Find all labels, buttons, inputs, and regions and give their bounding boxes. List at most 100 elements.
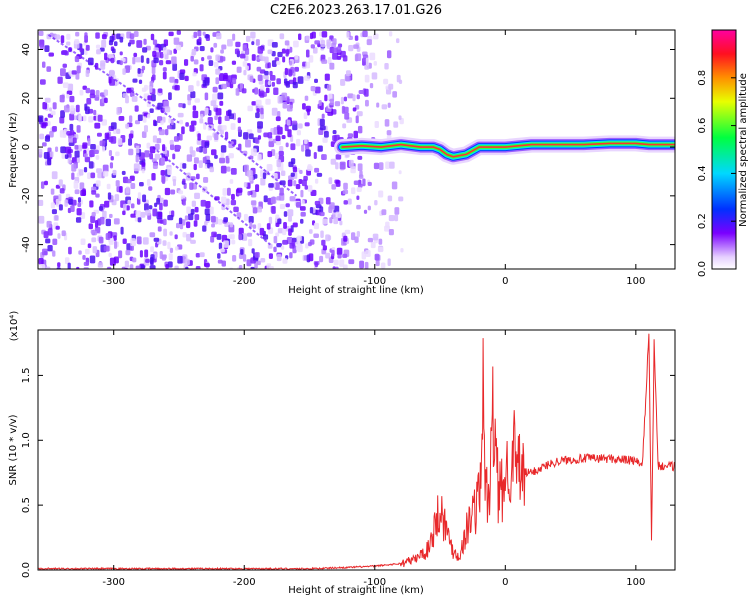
spectrogram-cell: [190, 208, 195, 215]
spectrogram-cell: [146, 57, 150, 64]
spectrogram-cell: [174, 265, 179, 269]
spectrogram-cell: [162, 67, 167, 72]
spectrogram-cell: [248, 133, 254, 140]
spectrogram-cell: [114, 194, 120, 202]
spectrogram-cell: [267, 164, 273, 172]
spectrogram-cell: [325, 234, 331, 242]
spectrogram-cell: [279, 203, 286, 210]
spectrogram-cell: [256, 108, 260, 113]
y-tick-label: 20: [21, 92, 32, 105]
spectrogram-cell: [282, 102, 288, 109]
spectrogram-cell: [267, 243, 273, 249]
y-tick-label: 0: [21, 144, 32, 150]
spectrogram-cell: [243, 213, 248, 221]
spectrogram-cell: [90, 143, 96, 150]
spectrogram-cell: [235, 41, 241, 48]
spectrogram-cell: [204, 262, 210, 268]
colorbar-ticks: 0.0 0.2 0.4 0.6 0.8: [697, 70, 736, 277]
spectrogram-cell: [316, 172, 323, 177]
spectrogram-cell: [326, 39, 332, 47]
spectrogram-cell: [148, 205, 153, 210]
spectrogram-cell: [247, 170, 253, 178]
spectrogram-cell: [179, 72, 185, 81]
spectrogram-cell: [347, 198, 352, 205]
spectrogram-streak: [47, 34, 180, 124]
spectrogram-cell: [298, 33, 302, 41]
spectrogram-cell: [228, 234, 233, 239]
spectrogram-cell: [245, 35, 251, 42]
spectrogram-cell: [141, 131, 147, 139]
spectrogram-cell: [335, 211, 341, 219]
spectrogram-cell: [143, 38, 147, 45]
spectrogram-cell: [112, 169, 117, 176]
spectrogram-cell: [256, 66, 262, 72]
spectrogram-cell: [250, 31, 256, 39]
spectrogram-cell: [306, 165, 313, 172]
spectrogram-cell: [52, 250, 56, 257]
spectrogram-cell: [122, 210, 126, 216]
spectrogram-cell: [301, 144, 305, 152]
spectrogram-cell: [84, 248, 90, 255]
spectrogram-cell: [165, 60, 172, 65]
spectrogram-cell: [289, 242, 295, 249]
spectrogram-cell: [155, 52, 162, 58]
spectrogram-cell: [314, 167, 320, 173]
spectrogram-cell: [197, 30, 202, 37]
spectrogram-cell: [274, 182, 280, 190]
spectrogram-cell: [334, 101, 341, 107]
spectrogram-cell: [214, 154, 218, 159]
spectrogram-cell: [129, 91, 135, 97]
spectrogram-cell: [73, 180, 79, 189]
spectrogram-cell: [76, 266, 80, 269]
spectrogram-cell: [284, 40, 290, 46]
spectrogram-cell: [362, 30, 368, 38]
spectrogram-cell: [205, 201, 211, 209]
spectrogram-cell: [271, 81, 275, 87]
spectrogram-cell: [244, 48, 250, 55]
spectrogram-cell: [156, 138, 162, 144]
spectrogram-cell: [356, 94, 360, 100]
spectrogram-cell: [215, 77, 220, 85]
spectrogram-cell: [233, 206, 239, 213]
spectrogram-cell: [376, 102, 380, 108]
spectrogram-cell: [79, 182, 85, 190]
spectrogram-cell: [293, 180, 297, 187]
spectrogram-cell: [109, 257, 116, 266]
spectrogram-cell: [127, 199, 132, 206]
spectrogram-cell: [38, 257, 44, 265]
spectrogram-cell: [48, 107, 52, 112]
spectrogram-cell: [357, 155, 363, 160]
spectrogram-cell: [378, 190, 384, 198]
spectrogram-cell: [276, 125, 281, 131]
x-tick-label: -200: [233, 577, 256, 588]
spectrogram-cell: [153, 57, 159, 64]
spectrogram-cell: [229, 222, 234, 228]
spectrogram-cell: [286, 44, 291, 50]
spectrogram-cell: [398, 115, 402, 121]
spectrogram-cell: [262, 234, 269, 240]
spectrogram-cell: [304, 185, 308, 190]
spectrogram-cell: [295, 202, 302, 208]
spectrogram-cell: [356, 187, 362, 192]
spectrogram-cell: [144, 150, 150, 158]
spectrogram-cell: [366, 39, 372, 46]
spectrogram-cell: [144, 249, 149, 258]
spectrogram-cell: [219, 157, 226, 164]
spectrogram-cell: [319, 31, 323, 37]
spectrogram-cell: [393, 121, 399, 128]
spectrogram-cell: [85, 44, 90, 51]
spectrogram-cell: [52, 238, 58, 245]
spectrogram-cell: [242, 254, 247, 262]
spectrogram-cell: [109, 69, 115, 78]
spectrogram-cell: [139, 181, 144, 187]
spectrogram-cell: [303, 112, 308, 120]
spectrogram-cell: [276, 78, 281, 85]
spectrogram-cell: [108, 149, 113, 157]
spectrogram-cell: [396, 38, 400, 44]
spectrogram-cell: [95, 89, 100, 98]
spectrogram-cell: [149, 265, 156, 269]
spectrogram-cell: [306, 108, 310, 116]
spectrogram-cell: [341, 105, 345, 114]
spectrogram-cell: [221, 83, 227, 89]
spectrogram-cell: [222, 188, 227, 196]
